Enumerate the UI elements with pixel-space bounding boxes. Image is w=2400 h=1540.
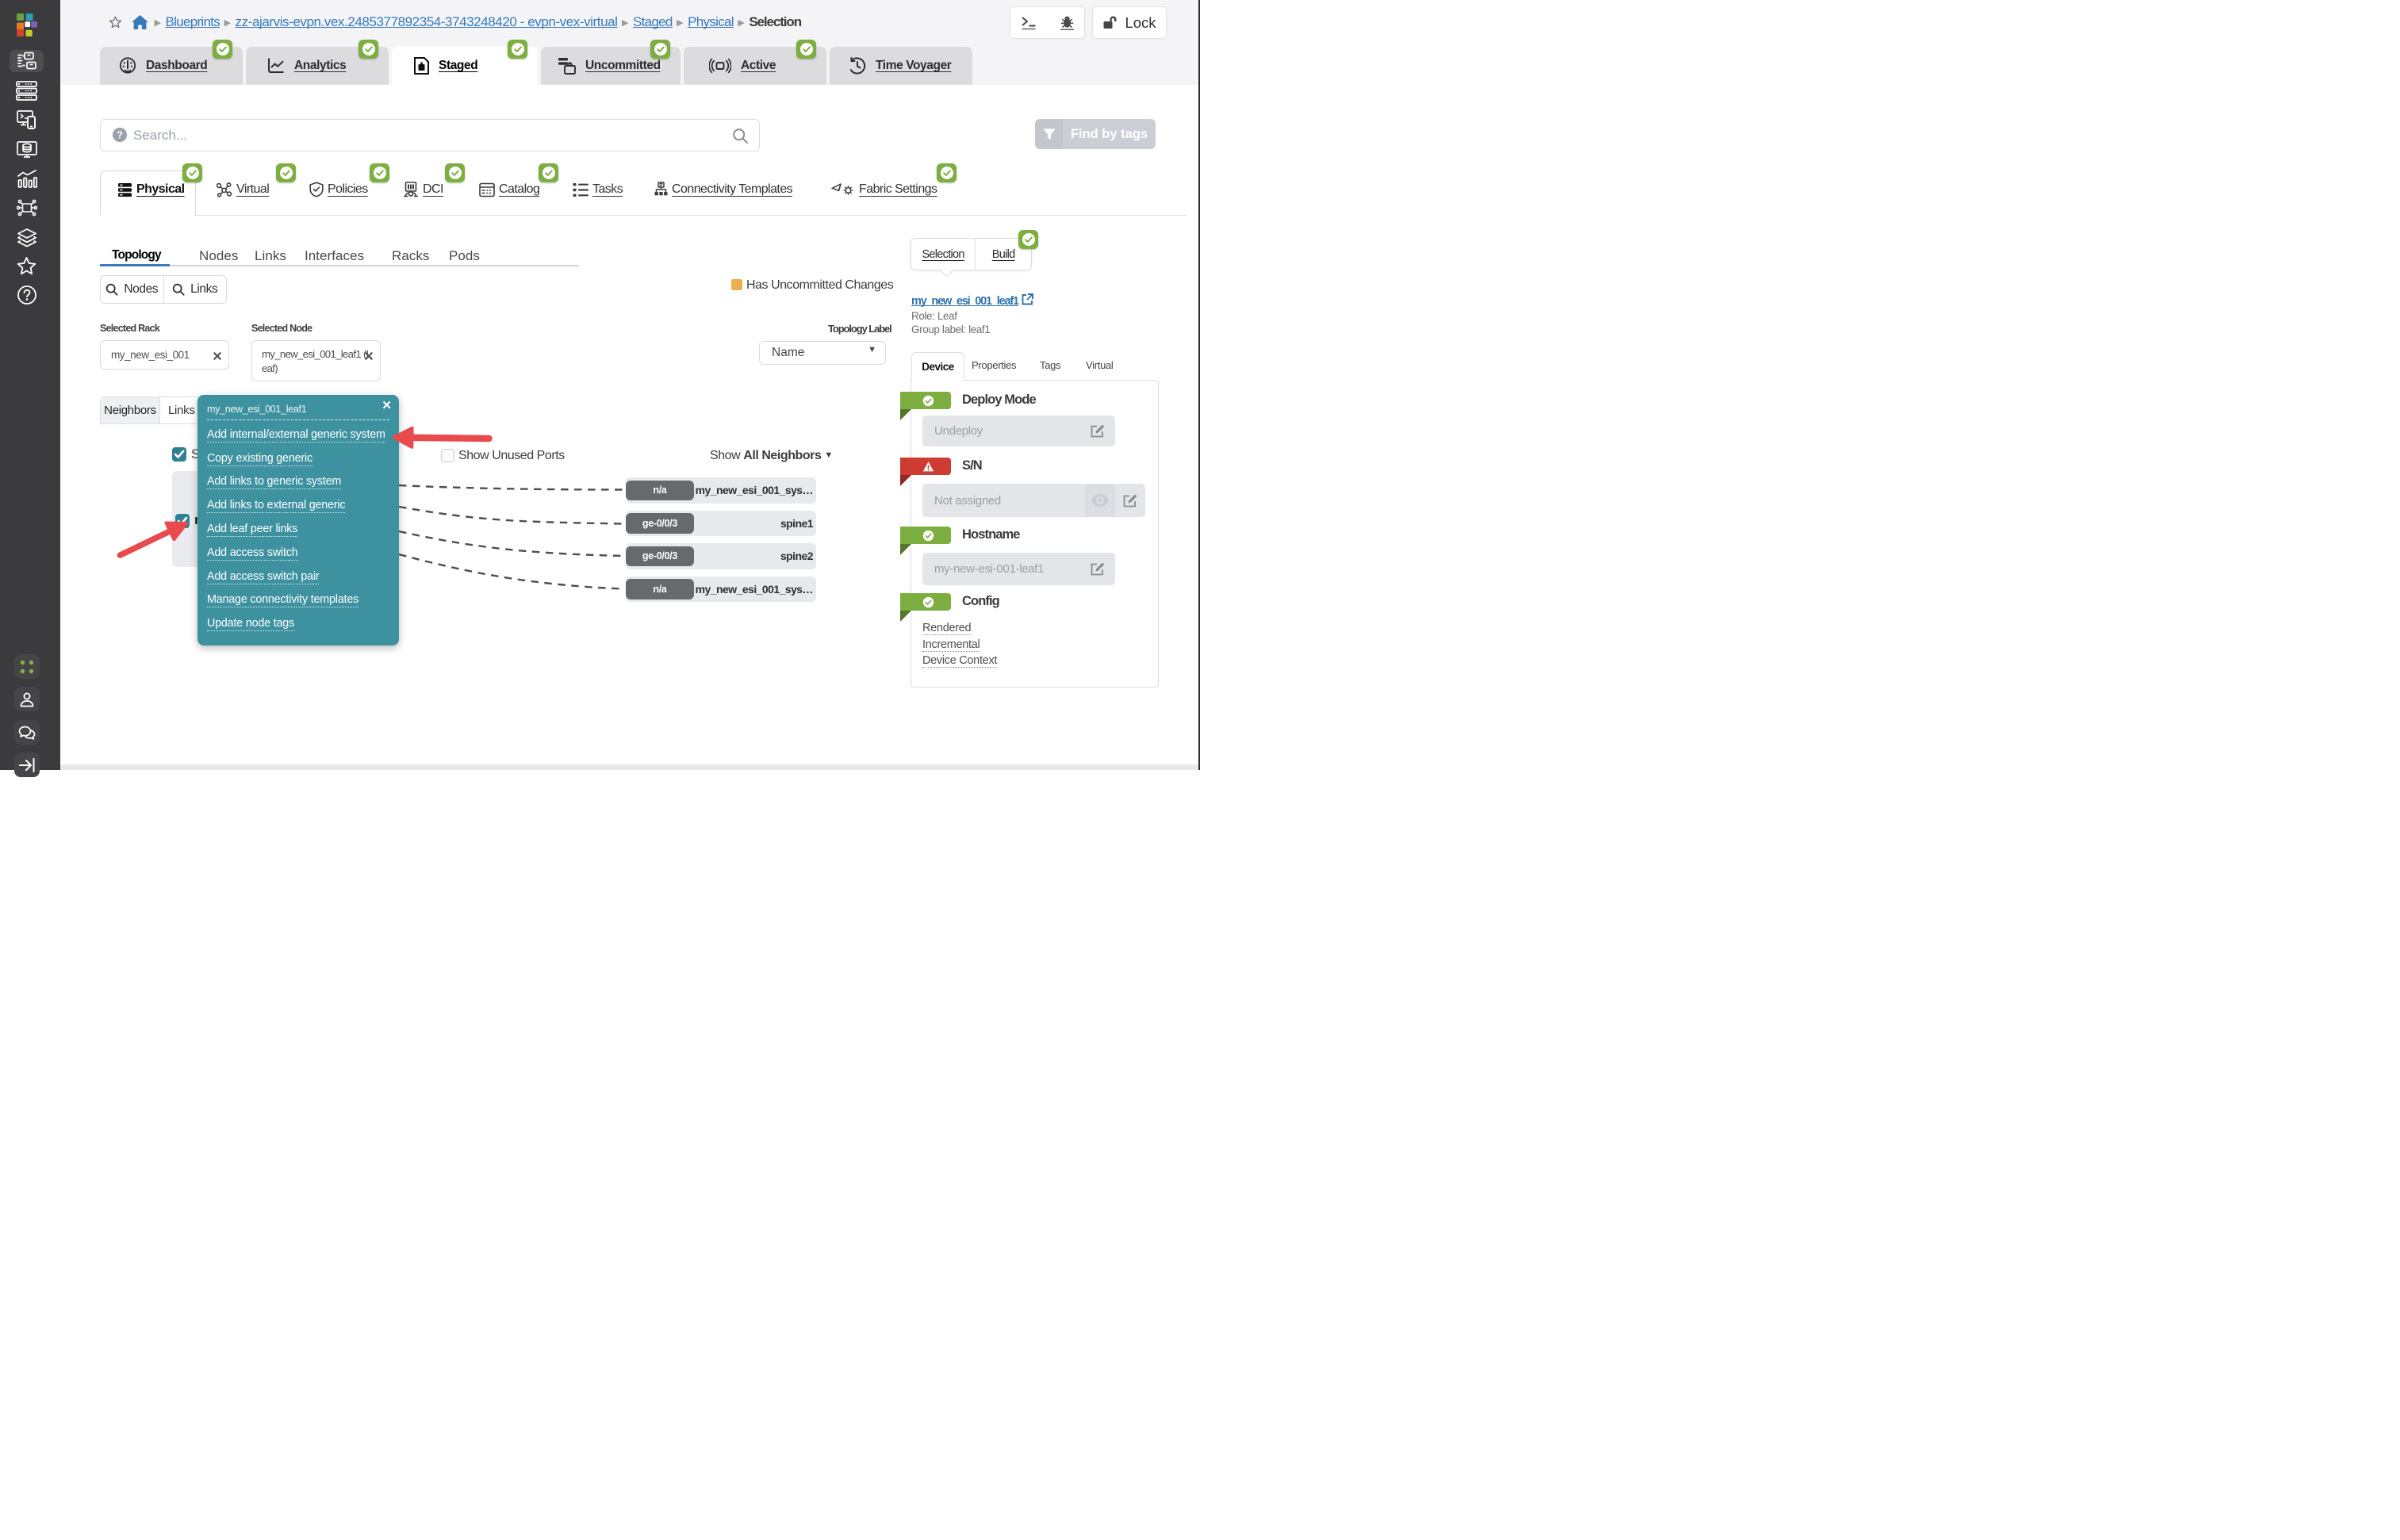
svg-text:?: ? <box>117 129 123 141</box>
